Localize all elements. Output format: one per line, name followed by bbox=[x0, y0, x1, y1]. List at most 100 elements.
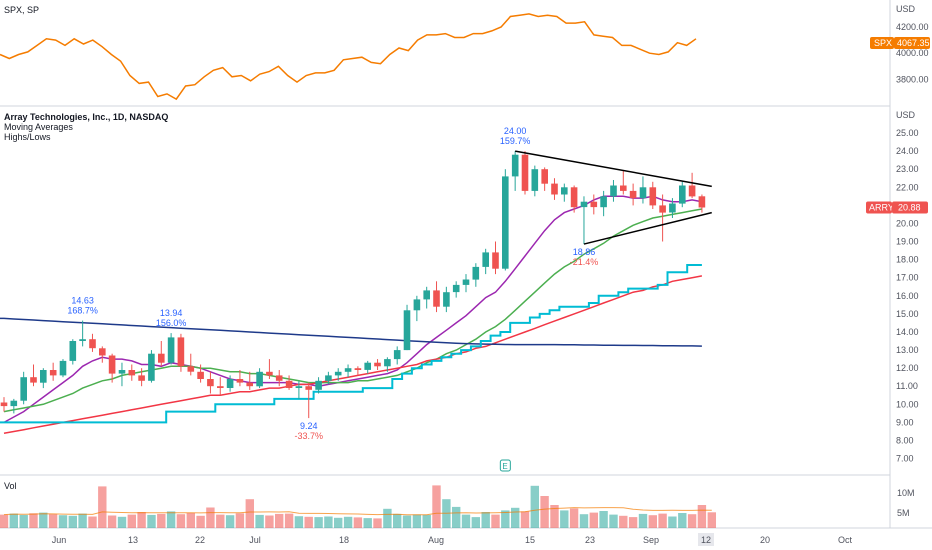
earnings-marker[interactable]: E bbox=[499, 459, 511, 472]
candle bbox=[649, 181, 657, 209]
candle bbox=[177, 333, 185, 372]
volume-bar bbox=[353, 517, 363, 528]
spx-y-tick: 3800.00 bbox=[896, 74, 929, 84]
candle bbox=[423, 286, 430, 309]
price-y-tick: 14.00 bbox=[896, 327, 919, 337]
volume-bar bbox=[225, 515, 235, 528]
legend-symbol[interactable]: Array Technologies, Inc., 1D, NASDAQ bbox=[4, 112, 168, 122]
candle bbox=[167, 333, 175, 365]
annotation-price: 13.94 bbox=[160, 308, 183, 318]
volume-bar bbox=[569, 508, 579, 528]
pane-borders bbox=[0, 0, 932, 529]
volume-legend: Vol bbox=[4, 481, 17, 491]
x-tick: Jul bbox=[249, 535, 261, 545]
spx-line bbox=[0, 13, 697, 101]
x-tick: Aug bbox=[428, 535, 444, 545]
candle bbox=[688, 172, 696, 199]
candle bbox=[118, 362, 126, 387]
spx-symbol: SPX bbox=[874, 38, 892, 48]
candle bbox=[20, 371, 27, 405]
x-tick: 12 bbox=[701, 535, 711, 545]
volume-bar bbox=[157, 513, 166, 528]
candle bbox=[354, 366, 362, 376]
volume-bar bbox=[540, 496, 549, 528]
price-y-tick: 18.00 bbox=[896, 255, 919, 265]
volume-bar bbox=[579, 514, 589, 528]
volume-bar bbox=[589, 512, 598, 528]
price-y-tick: 19.00 bbox=[896, 237, 919, 247]
annotation-pct: 168.7% bbox=[67, 306, 98, 316]
candle bbox=[69, 339, 77, 365]
x-tick: Sep bbox=[643, 535, 659, 545]
volume-bar bbox=[550, 505, 559, 528]
volume-ma-line bbox=[3, 507, 712, 516]
volume-bar bbox=[452, 506, 461, 528]
candle bbox=[443, 286, 450, 313]
volume-bar bbox=[137, 512, 146, 528]
volume-bar bbox=[176, 514, 186, 528]
candle bbox=[620, 171, 627, 195]
volume-bar bbox=[0, 514, 9, 528]
candle bbox=[99, 346, 106, 363]
price-y-tick: 10.00 bbox=[896, 399, 919, 409]
volume-bar bbox=[373, 518, 382, 528]
volume-bar bbox=[560, 510, 569, 528]
annotation-pct: -21.4% bbox=[570, 257, 599, 267]
candle bbox=[393, 346, 401, 365]
candle bbox=[492, 241, 499, 275]
price-y-tick: 15.00 bbox=[896, 309, 919, 319]
candle bbox=[325, 371, 332, 385]
volume-bar bbox=[471, 517, 480, 528]
arry-price-tag[interactable]: ARRY 20.88 bbox=[866, 201, 928, 214]
x-tick: Jun bbox=[52, 535, 67, 545]
price-y-tick: 12.00 bbox=[896, 363, 919, 373]
candle bbox=[197, 364, 204, 383]
volume-bar bbox=[491, 514, 500, 528]
volume-bar bbox=[324, 516, 333, 528]
annotation-price: 18.86 bbox=[573, 247, 596, 257]
volume-tick-5m: 5M bbox=[897, 508, 910, 518]
volume-bar bbox=[19, 514, 28, 528]
price-y-tick: 8.00 bbox=[896, 436, 914, 446]
volume-bar bbox=[363, 518, 372, 528]
candle bbox=[138, 368, 145, 387]
volume-bar bbox=[393, 513, 402, 528]
candle bbox=[217, 377, 224, 396]
candle bbox=[629, 183, 637, 206]
candle bbox=[266, 359, 273, 379]
x-tick: 13 bbox=[128, 535, 138, 545]
price-y-tick: 24.00 bbox=[896, 146, 919, 156]
ma-20-line bbox=[3, 208, 703, 413]
spx-price-tag[interactable]: SPX 4067.35 bbox=[870, 37, 930, 49]
price-y-tick: 17.00 bbox=[896, 273, 919, 283]
volume-bar bbox=[58, 515, 68, 528]
volume-bar bbox=[314, 517, 323, 528]
candle bbox=[472, 263, 480, 287]
volume-bar bbox=[39, 512, 48, 528]
volume-bar bbox=[294, 516, 304, 528]
x-axis-cursor-highlight bbox=[698, 533, 714, 546]
legend-highs-lows[interactable]: Highs/Lows bbox=[4, 132, 51, 142]
volume-bars bbox=[0, 485, 716, 528]
spx-symbol-pill bbox=[870, 37, 894, 49]
ma-50-line bbox=[3, 275, 703, 435]
price-y-tick: 25.00 bbox=[896, 128, 919, 138]
candle bbox=[0, 397, 8, 412]
spx-legend: SPX, SP bbox=[4, 5, 39, 15]
volume-bar bbox=[265, 515, 274, 528]
candle bbox=[10, 398, 18, 414]
legend-moving-averages[interactable]: Moving Averages bbox=[4, 122, 73, 132]
candle bbox=[158, 341, 165, 367]
volume-bar bbox=[255, 514, 264, 528]
candle bbox=[334, 368, 342, 381]
spx-y-tick: 4200.00 bbox=[896, 22, 929, 32]
arry-symbol-pill bbox=[866, 201, 892, 214]
price-currency: USD bbox=[896, 110, 916, 120]
annotation-price: 9.24 bbox=[300, 421, 318, 431]
volume-bar bbox=[206, 507, 215, 528]
annotation-pct: 156.0% bbox=[156, 318, 187, 328]
candle bbox=[531, 165, 539, 197]
candle bbox=[580, 196, 588, 245]
